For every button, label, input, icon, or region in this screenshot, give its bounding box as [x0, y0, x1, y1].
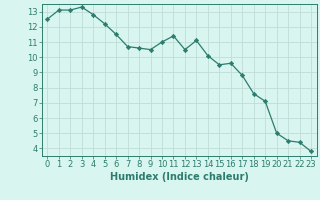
X-axis label: Humidex (Indice chaleur): Humidex (Indice chaleur)	[110, 172, 249, 182]
